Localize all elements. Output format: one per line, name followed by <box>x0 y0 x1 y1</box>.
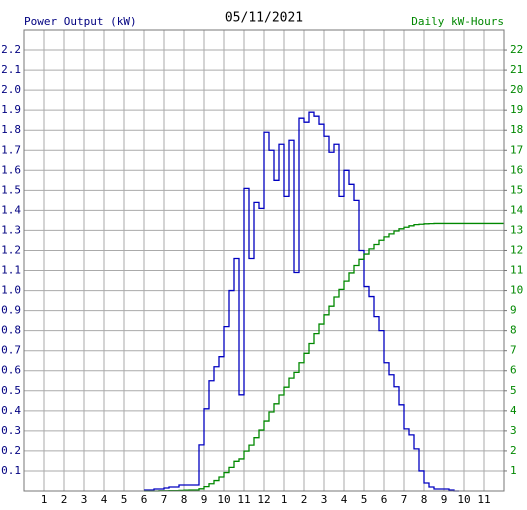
y-tick-label: 2.2 <box>1 43 21 56</box>
y2-tick-label: 12 <box>510 243 523 256</box>
y-tick-label: 2.1 <box>1 63 21 76</box>
y-tick-label: 1.5 <box>1 183 21 196</box>
x-tick-label: 9 <box>201 493 208 506</box>
x-tick-label: 1 <box>41 493 48 506</box>
x-tick-label: 11 <box>237 493 250 506</box>
y-tick-label: 1.4 <box>1 203 21 216</box>
y2-tick-label: 22 <box>510 43 523 56</box>
y-tick-label: 0.2 <box>1 444 21 457</box>
x-tick-label: 11 <box>477 493 490 506</box>
series-line <box>144 222 504 492</box>
y2-tick-label: 5 <box>510 384 517 397</box>
x-tick-label: 3 <box>321 493 328 506</box>
y-axis-title: Power Output (kW) <box>24 15 137 28</box>
y2-axis-title: Daily kW-Hours <box>411 15 504 28</box>
y2-tick-label: 2 <box>510 444 517 457</box>
y-tick-label: 2.0 <box>1 83 21 96</box>
y2-tick-label: 4 <box>510 404 517 417</box>
chart-title: 05/11/2021 <box>225 11 303 26</box>
x-tick-label: 5 <box>361 493 368 506</box>
y2-tick-label: 15 <box>510 183 523 196</box>
x-tick-label: 10 <box>457 493 470 506</box>
y-tick-label: 0.6 <box>1 364 21 377</box>
y-tick-label: 1.3 <box>1 223 21 236</box>
x-tick-label: 5 <box>121 493 128 506</box>
y-tick-label: 0.8 <box>1 324 21 337</box>
y-tick-label: 1.6 <box>1 163 21 176</box>
x-tick-label: 4 <box>101 493 108 506</box>
y-tick-label: 1.9 <box>1 103 21 116</box>
y2-tick-label: 9 <box>510 304 517 317</box>
y-tick-label: 0.4 <box>1 404 21 417</box>
y2-tick-label: 3 <box>510 424 517 437</box>
y-tick-label: 0.5 <box>1 384 21 397</box>
y2-tick-label: 8 <box>510 324 517 337</box>
y2-tick-label: 11 <box>510 264 523 277</box>
x-tick-label: 12 <box>257 493 270 506</box>
x-tick-label: 6 <box>141 493 148 506</box>
plot-border <box>23 29 505 492</box>
x-tick-label: 2 <box>61 493 68 506</box>
y2-tick-label: 7 <box>510 344 517 357</box>
y2-tick-label: 14 <box>510 203 524 216</box>
y-tick-label: 1.7 <box>1 143 21 156</box>
y2-tick-label: 6 <box>510 364 517 377</box>
y-tick-label: 0.9 <box>1 304 21 317</box>
y2-tick-label: 19 <box>510 103 523 116</box>
y-tick-label: 0.3 <box>1 424 21 437</box>
x-tick-label: 10 <box>217 493 230 506</box>
y-tick-label: 1.0 <box>1 284 21 297</box>
y2-tick-label: 21 <box>510 63 523 76</box>
y2-tick-label: 17 <box>510 143 523 156</box>
x-tick-label: 9 <box>441 493 448 506</box>
y-tick-label: 1.8 <box>1 123 21 136</box>
x-tick-label: 6 <box>381 493 388 506</box>
y2-tick-label: 1 <box>510 464 517 477</box>
x-tick-label: 7 <box>161 493 168 506</box>
series-line <box>144 111 459 492</box>
x-tick-label: 8 <box>421 493 428 506</box>
y-tick-label: 0.7 <box>1 344 21 357</box>
x-tick-label: 8 <box>181 493 188 506</box>
x-tick-label: 3 <box>81 493 88 506</box>
x-tick-label: 4 <box>341 493 348 506</box>
y2-tick-label: 10 <box>510 284 523 297</box>
y-tick-label: 1.2 <box>1 243 21 256</box>
y2-tick-label: 13 <box>510 223 523 236</box>
x-tick-label: 2 <box>301 493 308 506</box>
y-tick-label: 1.1 <box>1 264 21 277</box>
y-tick-label: 0.1 <box>1 464 21 477</box>
y2-tick-label: 18 <box>510 123 523 136</box>
y2-tick-label: 20 <box>510 83 523 96</box>
x-tick-label: 1 <box>281 493 288 506</box>
y2-tick-label: 16 <box>510 163 523 176</box>
x-tick-label: 7 <box>401 493 408 506</box>
